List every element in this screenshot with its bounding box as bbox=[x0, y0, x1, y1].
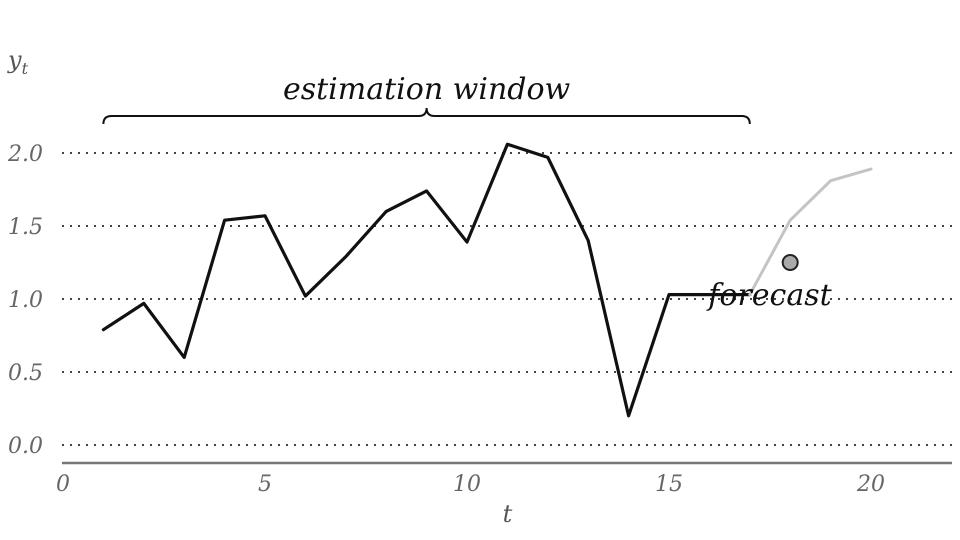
x-tick-label: 10 bbox=[453, 472, 481, 497]
forecast-line bbox=[748, 167, 873, 297]
estimation-window-label: estimation window bbox=[283, 72, 571, 107]
x-axis-title: t bbox=[503, 500, 513, 528]
y-tick-label: 1.0 bbox=[8, 288, 43, 313]
forecast-label: forecast bbox=[706, 278, 832, 313]
forecast-point bbox=[781, 254, 799, 271]
x-tick-label: 15 bbox=[655, 472, 683, 497]
y-axis-title: yt bbox=[7, 46, 29, 78]
x-tick-label: 0 bbox=[56, 472, 70, 497]
y-axis-title-subscript: t bbox=[22, 59, 29, 78]
x-tick-labels: 0 5 10 15 20 bbox=[56, 472, 885, 497]
y-tick-label: 0.5 bbox=[8, 361, 43, 386]
y-tick-label: 2.0 bbox=[7, 142, 43, 167]
y-axis-title-base: y bbox=[7, 46, 22, 74]
estimation-window-brace bbox=[102, 107, 751, 125]
x-tick-label: 20 bbox=[856, 472, 885, 497]
y-tick-label: 1.5 bbox=[8, 215, 43, 240]
y-tick-labels: 0.0 0.5 1.0 1.5 2.0 bbox=[7, 142, 43, 459]
x-tick-label: 5 bbox=[258, 472, 272, 497]
forecast-points bbox=[781, 254, 799, 271]
series-lines bbox=[101, 142, 873, 418]
observed-line bbox=[101, 142, 752, 418]
y-tick-label: 0.0 bbox=[8, 434, 43, 459]
grid-lines bbox=[62, 152, 955, 446]
